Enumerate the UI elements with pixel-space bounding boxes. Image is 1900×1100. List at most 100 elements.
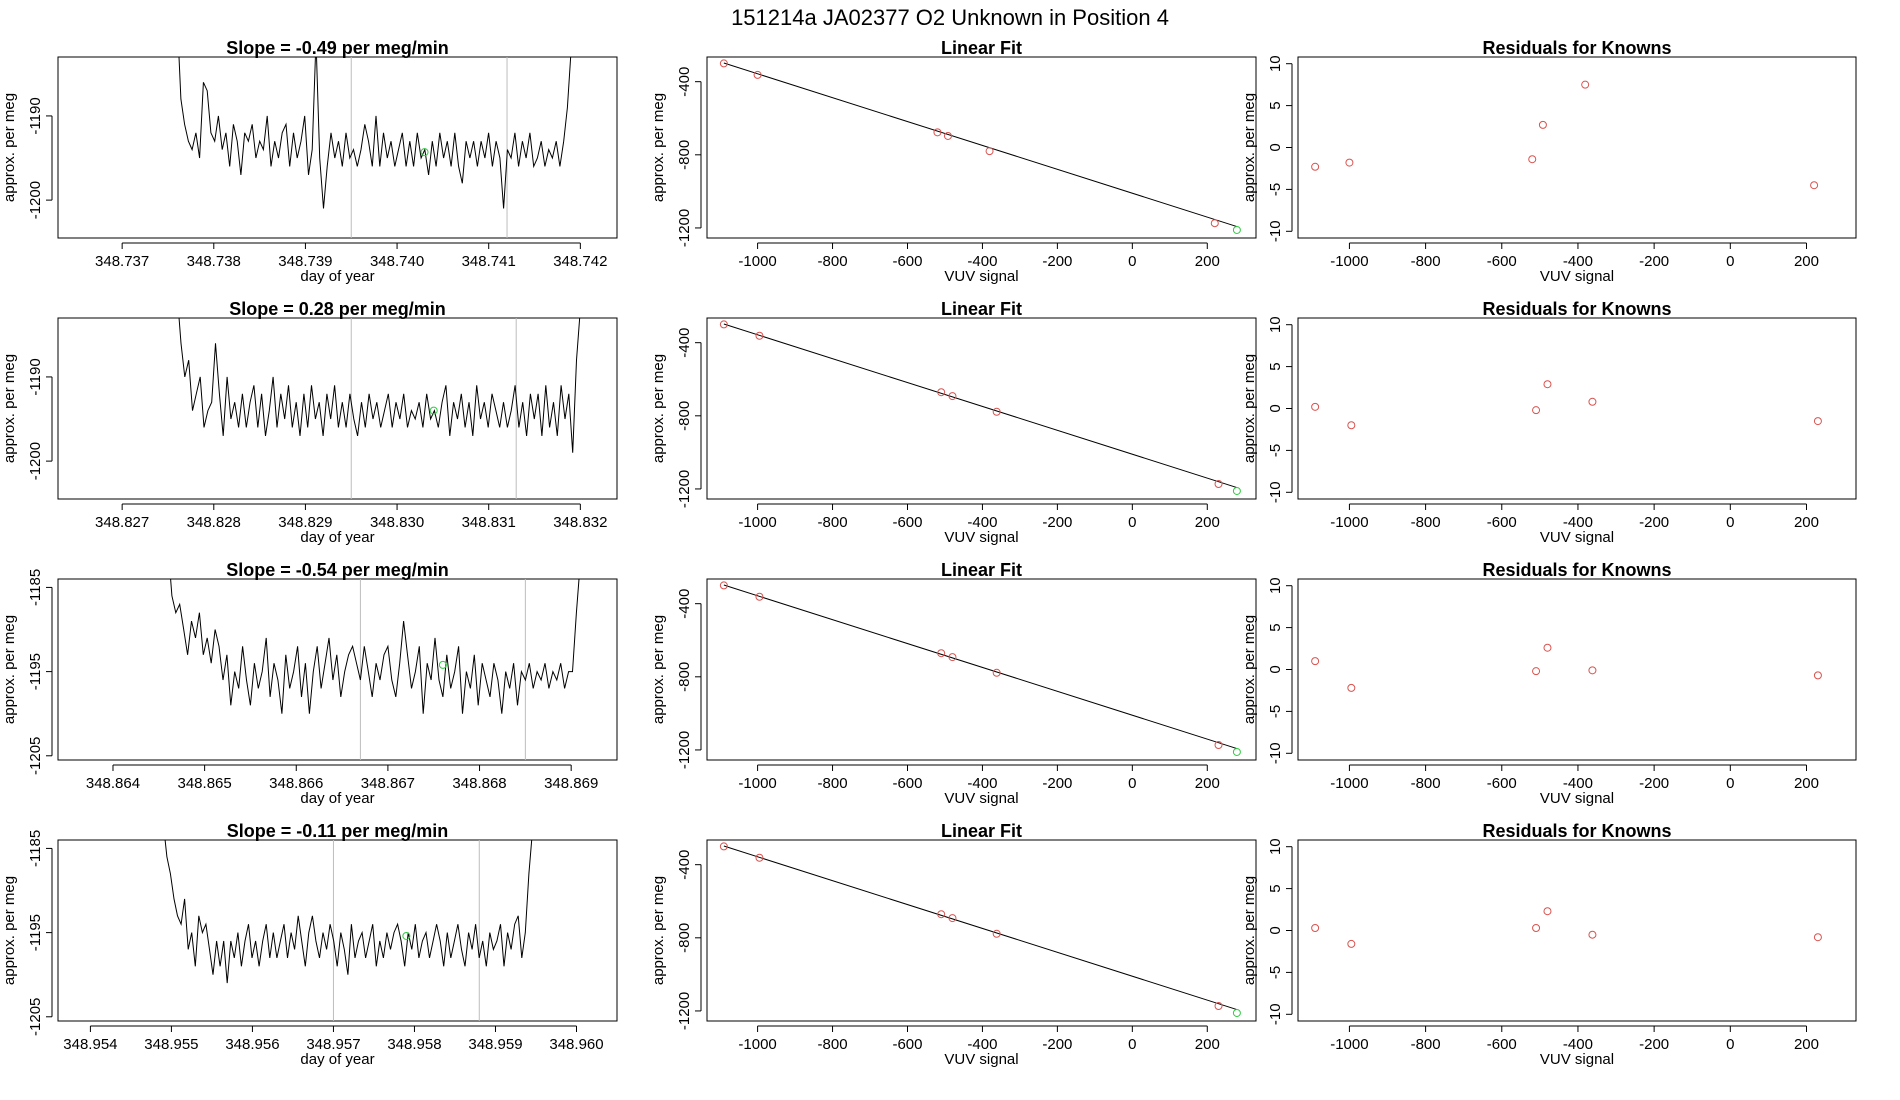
y-tick-label: -10 bbox=[1267, 742, 1284, 764]
time-series-panel-1: Slope = -0.49 per meg/min 348.737 348.738 3… bbox=[1, 38, 618, 285]
x-tick-label: -800 bbox=[818, 1036, 848, 1053]
plot-data bbox=[719, 320, 1241, 495]
linear-fit-panel-4: Linear Fit -1000 -800 -600 -400 -200 0 200 VUV s… bbox=[650, 821, 1257, 1068]
plot-frame bbox=[1297, 317, 1857, 500]
plot-frame bbox=[57, 578, 618, 761]
y-tick-label: -800 bbox=[676, 923, 693, 953]
x-tick-label: -800 bbox=[1411, 514, 1441, 531]
signal-trace bbox=[164, 840, 533, 984]
x-tick-label: 348.956 bbox=[225, 1036, 279, 1053]
known-point bbox=[937, 649, 946, 658]
y-tick-label: -800 bbox=[676, 662, 693, 692]
plot-data bbox=[170, 579, 580, 760]
y-tick-label: -400 bbox=[676, 67, 693, 97]
residual-point bbox=[1588, 930, 1597, 939]
y-tick-label: -1205 bbox=[27, 737, 44, 775]
known-point bbox=[937, 388, 946, 397]
x-tick-label: 348.738 bbox=[187, 253, 241, 270]
x-tick-label: 0 bbox=[1726, 775, 1734, 792]
plot-frame bbox=[1297, 839, 1857, 1022]
x-tick-label: 200 bbox=[1195, 253, 1220, 270]
known-point bbox=[755, 331, 764, 340]
x-tick-label: 200 bbox=[1195, 775, 1220, 792]
residual-point bbox=[1543, 907, 1552, 916]
plot-frame bbox=[706, 578, 1257, 761]
known-point bbox=[755, 853, 764, 862]
x-tick-label: -800 bbox=[1411, 253, 1441, 270]
y-axis-label: approx. per meg bbox=[1241, 615, 1258, 724]
y-tick-label: -1200 bbox=[676, 731, 693, 769]
plot-data bbox=[719, 842, 1241, 1017]
x-tick-label: 0 bbox=[1726, 1036, 1734, 1053]
x-axis-label: day of year bbox=[300, 790, 374, 807]
fit-line bbox=[723, 584, 1238, 750]
y-tick-label: -5 bbox=[1267, 966, 1284, 979]
residual-point bbox=[1347, 683, 1356, 692]
y-tick-label: -400 bbox=[676, 589, 693, 619]
residual-point bbox=[1538, 120, 1547, 129]
x-tick-label: -1000 bbox=[738, 253, 776, 270]
plot-data bbox=[1311, 907, 1822, 948]
known-point bbox=[992, 668, 1001, 677]
y-tick-label: -10 bbox=[1267, 220, 1284, 242]
residual-point bbox=[1588, 397, 1597, 406]
unknown-point bbox=[1232, 486, 1241, 495]
x-axis-label: VUV signal bbox=[944, 1051, 1018, 1068]
y-axis-label: approx. per meg bbox=[1241, 876, 1258, 985]
panel-title: Slope = 0.28 per meg/min bbox=[229, 299, 446, 319]
residual-point bbox=[1532, 923, 1541, 932]
fit-line bbox=[723, 62, 1238, 228]
x-tick-label: -400 bbox=[1563, 1036, 1593, 1053]
y-tick-label: 5 bbox=[1267, 101, 1284, 109]
x-tick-label: -600 bbox=[1487, 514, 1517, 531]
residual-point bbox=[1813, 417, 1822, 426]
residual-point bbox=[1532, 406, 1541, 415]
x-tick-label: -200 bbox=[1042, 775, 1072, 792]
x-tick-label: 200 bbox=[1794, 775, 1819, 792]
y-axis-label: approx. per meg bbox=[650, 93, 667, 202]
unknown-point bbox=[420, 148, 429, 157]
panel-title: Linear Fit bbox=[941, 560, 1022, 580]
x-tick-label: 348.739 bbox=[278, 253, 332, 270]
x-tick-label: 348.865 bbox=[178, 775, 232, 792]
y-axis-label: approx. per meg bbox=[1241, 93, 1258, 202]
x-tick-label: 348.955 bbox=[144, 1036, 198, 1053]
x-axis-label: day of year bbox=[300, 529, 374, 546]
x-tick-label: -600 bbox=[892, 514, 922, 531]
x-tick-label: -400 bbox=[1563, 514, 1593, 531]
x-tick-label: 348.866 bbox=[269, 775, 323, 792]
known-point bbox=[719, 59, 728, 68]
y-tick-label: 10 bbox=[1267, 316, 1284, 333]
known-point bbox=[948, 914, 957, 923]
x-tick-label: -800 bbox=[818, 775, 848, 792]
x-tick-label: -200 bbox=[1042, 253, 1072, 270]
x-tick-label: -800 bbox=[818, 253, 848, 270]
x-axis-label: VUV signal bbox=[1540, 790, 1614, 807]
residuals-panel-4: Residuals for Knowns-1000 -800 -600 -400 -20… bbox=[1241, 821, 1857, 1068]
plot-frame bbox=[57, 839, 618, 1022]
y-tick-label: 5 bbox=[1267, 362, 1284, 370]
y-axis-label: approx. per meg bbox=[650, 354, 667, 463]
y-tick-label: -1200 bbox=[27, 442, 44, 480]
x-tick-label: -1000 bbox=[738, 1036, 776, 1053]
x-tick-label: 348.827 bbox=[95, 514, 149, 531]
y-tick-label: -1205 bbox=[27, 998, 44, 1036]
x-tick-label: -400 bbox=[967, 514, 997, 531]
x-tick-label: 348.830 bbox=[370, 514, 424, 531]
residual-point bbox=[1588, 666, 1597, 675]
x-tick-label: -200 bbox=[1639, 1036, 1669, 1053]
x-tick-label: 348.868 bbox=[452, 775, 506, 792]
y-tick-label: -800 bbox=[676, 401, 693, 431]
x-tick-label: -600 bbox=[1487, 1036, 1517, 1053]
x-tick-label: 348.864 bbox=[86, 775, 140, 792]
x-tick-label: 348.954 bbox=[63, 1036, 117, 1053]
y-tick-label: 0 bbox=[1267, 665, 1284, 673]
panel-title: Residuals for Knowns bbox=[1482, 821, 1671, 841]
y-tick-label: -10 bbox=[1267, 481, 1284, 503]
residual-point bbox=[1528, 155, 1537, 164]
plot-data bbox=[164, 840, 533, 1021]
fit-line bbox=[723, 845, 1238, 1011]
residuals-panel-3: Residuals for Knowns-1000 -800 -600 -400 -20… bbox=[1241, 560, 1857, 807]
y-tick-label: -1185 bbox=[27, 569, 44, 606]
